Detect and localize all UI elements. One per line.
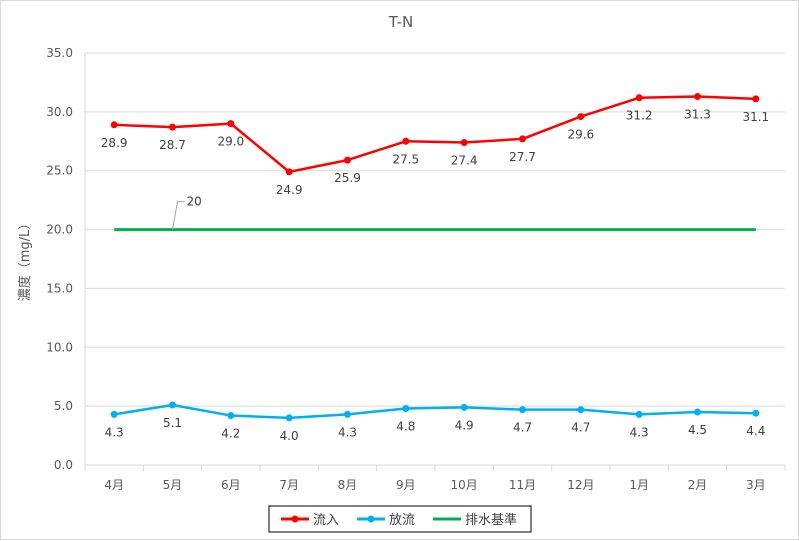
x-tick-label: 3月 (746, 478, 766, 492)
series-line (114, 95, 756, 174)
data-point (227, 120, 235, 128)
x-tick-label: 12月 (567, 478, 594, 492)
data-point (227, 412, 235, 420)
data-point (460, 403, 468, 411)
y-tick-label: 0.0 (54, 458, 73, 472)
series-layer (110, 93, 760, 422)
series-3 (114, 201, 756, 232)
data-label: 4.9 (455, 418, 474, 432)
data-label: 29.0 (217, 135, 244, 149)
y-tick-label: 20.0 (46, 223, 73, 237)
data-point (344, 156, 351, 164)
data-point (344, 410, 351, 418)
legend-label: 放流 (389, 513, 415, 528)
data-point (519, 406, 526, 414)
data-label: 27.7 (509, 150, 536, 164)
data-point (285, 414, 293, 422)
chart-title: T-N (388, 13, 413, 31)
data-label: 4.8 (396, 419, 415, 433)
legend: 流入 放流 排水基準 (268, 505, 532, 533)
data-point (460, 138, 468, 146)
data-labels: 28.9 28.7 29.0 24.9 25.9 27.5 27.4 27.7 29.6 31.2… (101, 108, 769, 443)
annotation-leader (172, 201, 185, 230)
legend-marker (367, 515, 375, 523)
data-point (402, 404, 410, 412)
data-point (169, 123, 176, 131)
legend-label: 流入 (313, 513, 339, 528)
x-tick-label: 2月 (688, 478, 708, 492)
y-tick-label: 10.0 (46, 340, 73, 354)
data-point (694, 408, 701, 416)
data-label: 27.4 (451, 153, 478, 167)
y-tick-label: 15.0 (46, 281, 73, 295)
series-line (113, 403, 756, 420)
data-label: 4.4 (746, 424, 765, 438)
legend-item-3: 排水基準 (433, 512, 517, 528)
data-point (110, 410, 118, 418)
x-tick-label: 5月 (163, 478, 183, 492)
legend-item-1: 流入 (281, 513, 339, 528)
data-label: 4.5 (688, 423, 707, 437)
x-tick-label: 4月 (104, 478, 124, 492)
data-label: 4.3 (105, 425, 124, 439)
data-point (519, 135, 526, 143)
data-point (577, 113, 585, 121)
legend-label: 排水基準 (465, 512, 517, 528)
legend-item-2: 放流 (357, 513, 415, 528)
series-1 (110, 93, 760, 176)
legend-marker (291, 515, 299, 523)
x-tick-label: 6月 (221, 478, 241, 492)
data-label: 5.1 (163, 416, 182, 430)
legend-box (268, 505, 532, 533)
data-label: 4.0 (280, 429, 299, 443)
data-label: 27.5 (392, 152, 419, 166)
y-tick-label: 35.0 (46, 46, 73, 60)
data-point (752, 95, 760, 103)
data-label: 31.1 (742, 110, 769, 124)
data-label: 4.7 (571, 421, 590, 435)
data-point (752, 409, 760, 417)
data-label: 4.3 (338, 425, 357, 439)
data-label: 31.3 (684, 108, 711, 122)
data-point (635, 94, 643, 102)
data-label: 28.9 (101, 136, 128, 150)
y-tick-label: 5.0 (54, 399, 73, 413)
y-tick-label: 30.0 (46, 105, 73, 119)
y-axis-title: 濃度（mg/L） (17, 217, 33, 302)
x-tick-label: 11月 (509, 478, 536, 492)
gridlines (85, 52, 785, 466)
data-label: 4.3 (630, 425, 649, 439)
data-label: 29.6 (567, 128, 594, 142)
axes: 0.0 5.0 10.0 15.0 20.0 25.0 30.0 35.0 4月 5月 6月 7月 8月… (46, 46, 786, 492)
x-tick-label: 8月 (338, 478, 358, 492)
x-tick-label: 7月 (279, 478, 299, 492)
data-point (110, 121, 118, 129)
data-label: 4.2 (221, 427, 240, 441)
data-label: 24.9 (276, 183, 303, 197)
data-point (169, 401, 176, 409)
data-point (635, 410, 643, 418)
x-tick-label: 1月 (629, 478, 649, 492)
data-point (577, 406, 585, 414)
x-tick-label: 10月 (451, 478, 478, 492)
data-label: 4.7 (513, 421, 532, 435)
data-point (285, 168, 293, 176)
data-label: 28.7 (159, 138, 186, 152)
series-2 (110, 401, 760, 422)
data-point (694, 93, 701, 101)
y-tick-label: 25.0 (46, 164, 73, 178)
annotation-label: 20 (187, 195, 202, 209)
x-tick-label: 9月 (396, 478, 416, 492)
data-point (402, 137, 410, 145)
data-label: 31.2 (626, 109, 653, 123)
data-label: 25.9 (334, 171, 361, 185)
